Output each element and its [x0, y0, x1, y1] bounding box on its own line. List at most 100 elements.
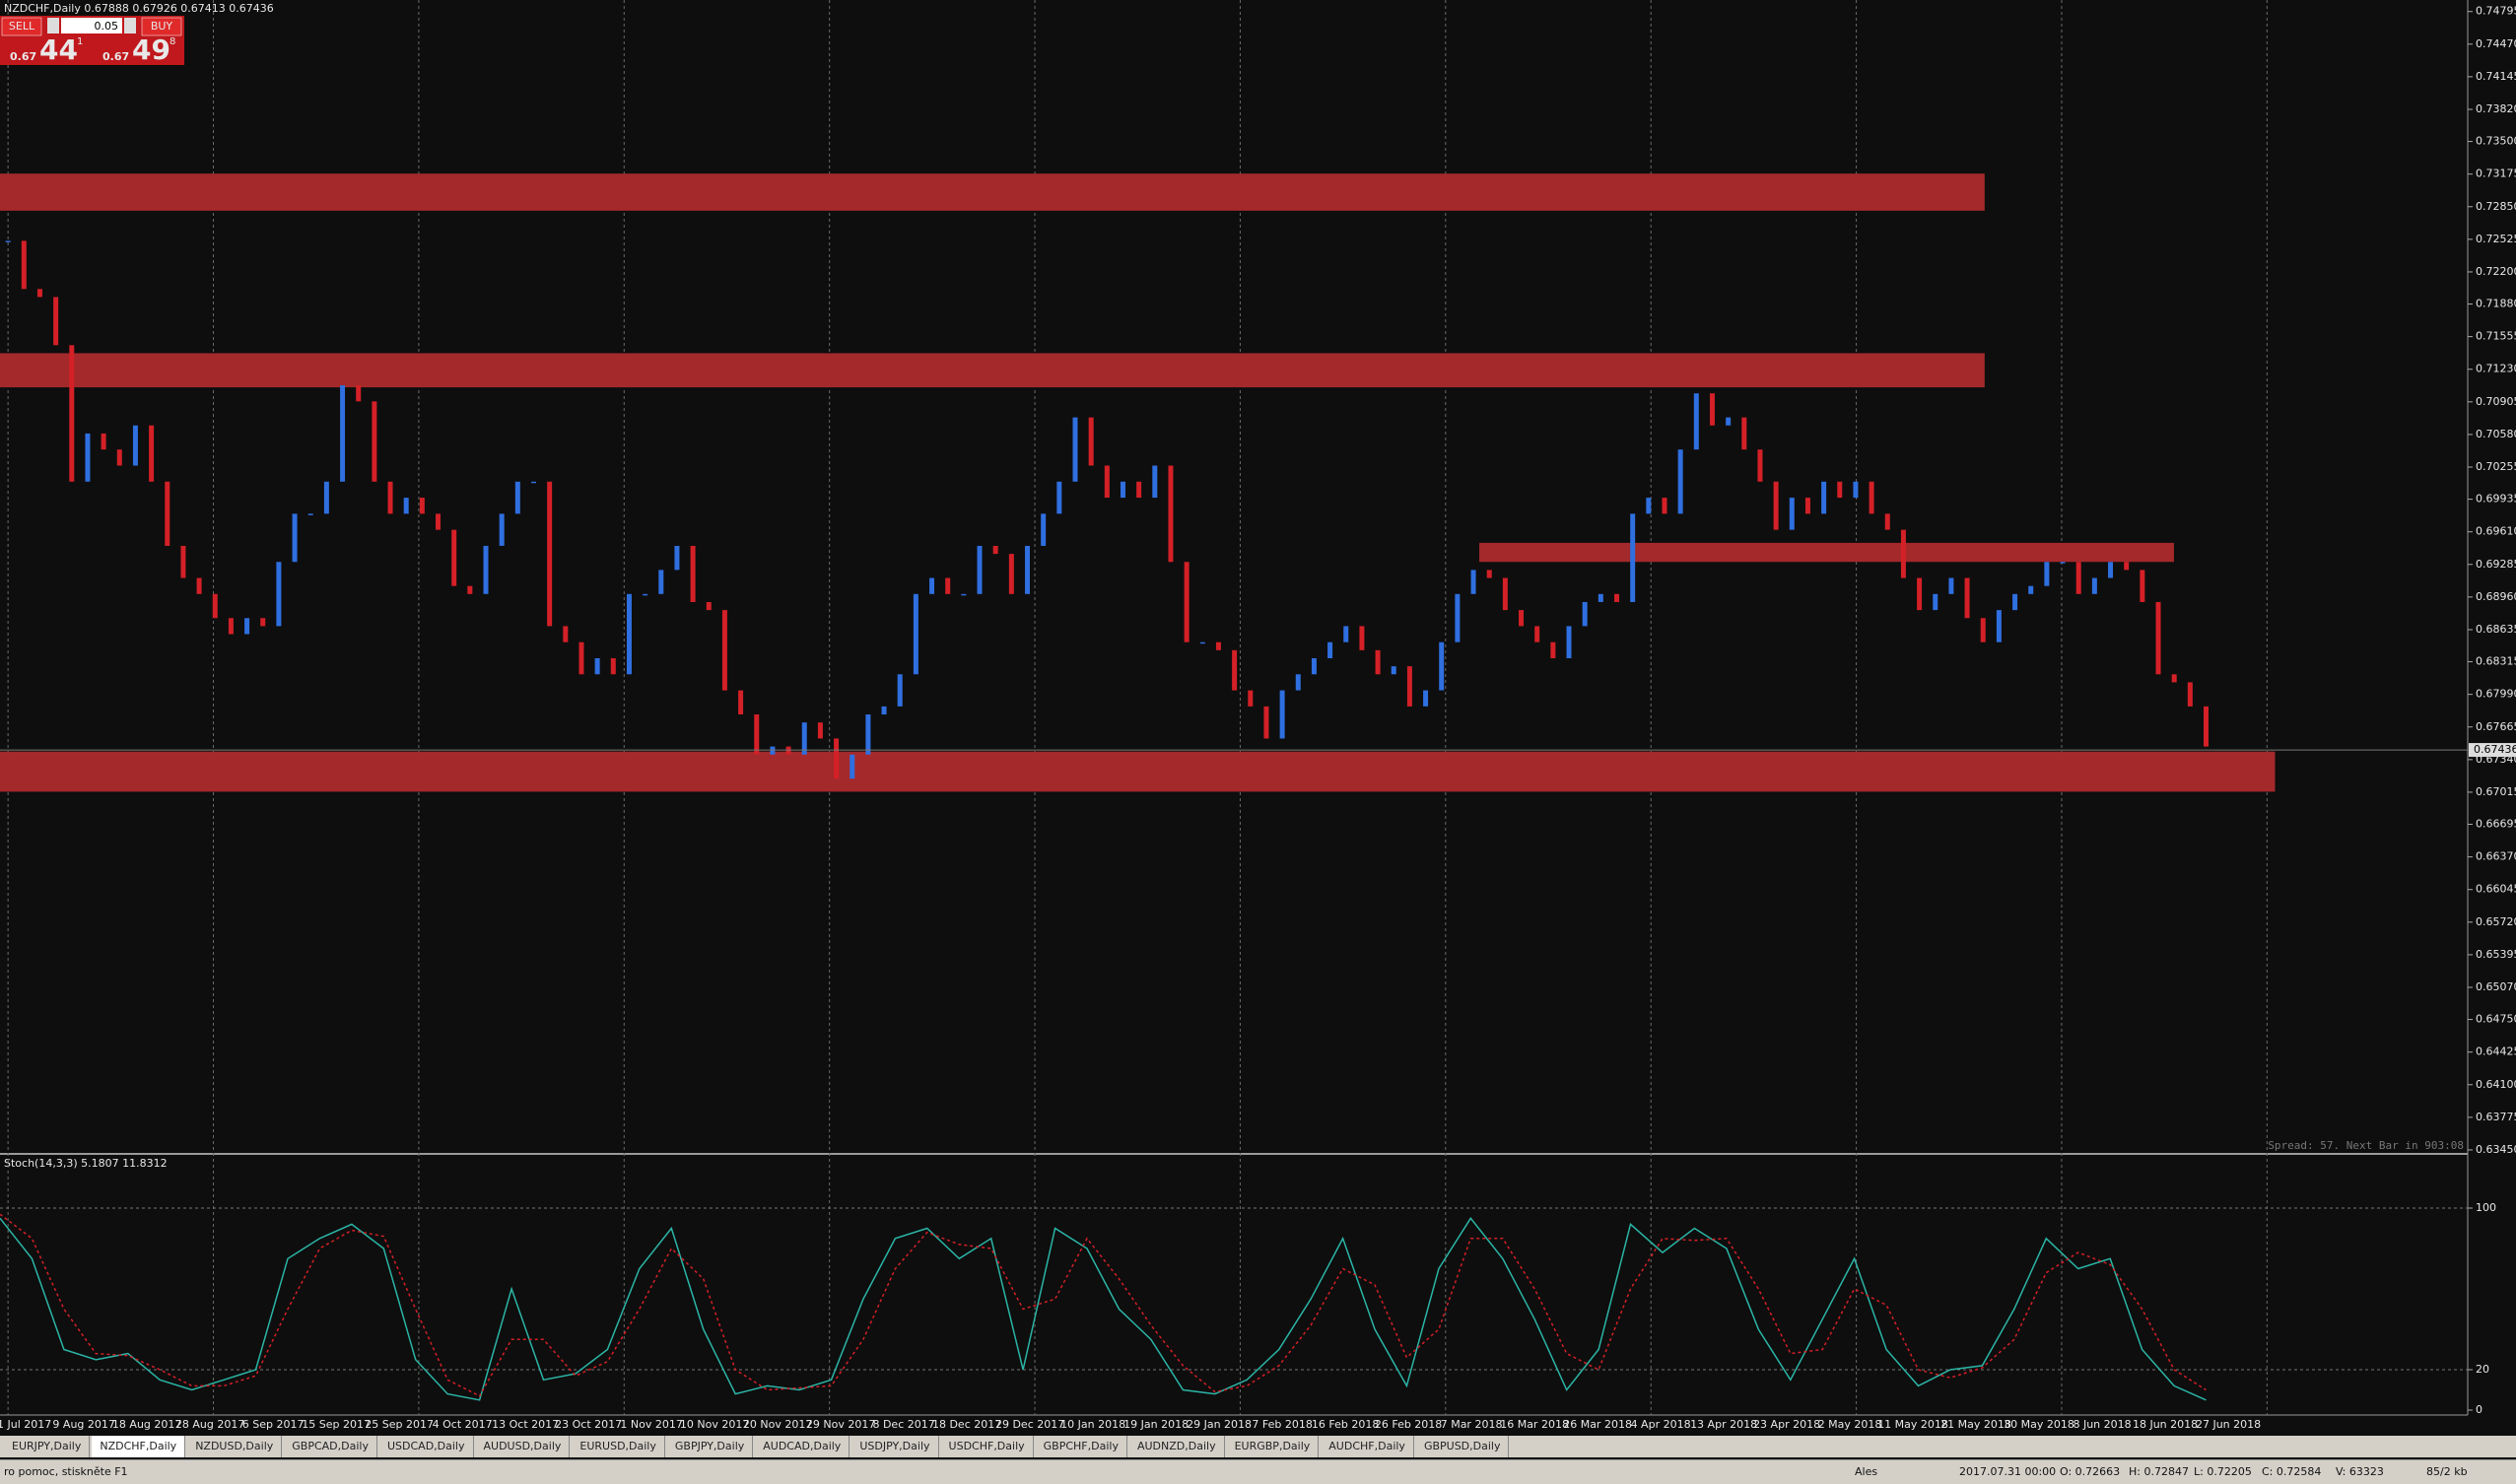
chart-tab[interactable]: GBPUSD,Daily: [1416, 1436, 1510, 1457]
candle: [578, 641, 584, 675]
candle: [913, 593, 918, 675]
candle: [2028, 585, 2034, 594]
chart-tab[interactable]: NZDCHF,Daily: [92, 1436, 186, 1457]
candle: [1041, 513, 1047, 546]
candle: [801, 722, 807, 755]
candle: [356, 385, 362, 402]
y-tick-label: 100: [2476, 1201, 2496, 1214]
chart-tab[interactable]: EURGBP,Daily: [1227, 1436, 1320, 1457]
candle: [1980, 618, 1986, 642]
candle: [69, 345, 75, 482]
x-tick-label: 26 Mar 2018: [1563, 1418, 1632, 1431]
candle: [1088, 417, 1094, 466]
candle: [1693, 393, 1699, 450]
candle: [1470, 570, 1476, 594]
chart-tab[interactable]: USDJPY,Daily: [851, 1436, 939, 1457]
x-tick-label: 13 Oct 2017: [492, 1418, 559, 1431]
y-tick-label: 0.69285: [2476, 558, 2516, 571]
candle: [499, 513, 505, 546]
candle: [514, 481, 520, 514]
status-bar: ro pomoc, stiskněte F1 Ales 2017.07.31 0…: [0, 1459, 2516, 1484]
lot-up[interactable]: [124, 18, 136, 34]
candle: [1406, 666, 1412, 707]
buy-button[interactable]: [141, 17, 182, 36]
chart-tab[interactable]: GBPCAD,Daily: [284, 1436, 377, 1457]
candle: [929, 577, 935, 594]
candle: [1232, 649, 1238, 691]
candle: [1184, 562, 1190, 642]
candle: [387, 481, 393, 514]
x-tick-label: 29 Dec 2017: [995, 1418, 1064, 1431]
y-tick-label: 0: [2476, 1403, 2482, 1416]
chart-tab[interactable]: AUDCHF,Daily: [1321, 1436, 1414, 1457]
candle: [1199, 641, 1205, 644]
buy-label[interactable]: BUY: [151, 20, 173, 33]
x-tick-label: 23 Apr 2018: [1753, 1418, 1820, 1431]
candle: [451, 529, 457, 586]
y-tick-label: 0.73175: [2476, 168, 2516, 180]
lot-down[interactable]: [47, 18, 59, 34]
status-open: O: 0.72663: [2060, 1465, 2121, 1478]
candle: [1662, 498, 1667, 514]
candle: [419, 498, 425, 514]
x-tick-label: 6 Sep 2017: [242, 1418, 305, 1431]
candle: [1534, 626, 1540, 642]
chart-tab[interactable]: GBPCHF,Daily: [1036, 1436, 1127, 1457]
chart-tab[interactable]: NZDUSD,Daily: [187, 1436, 283, 1457]
candle: [610, 658, 616, 675]
y-tick-label: 0.74795: [2476, 5, 2516, 18]
candle: [2124, 562, 2130, 571]
x-tick-label: 16 Feb 2018: [1312, 1418, 1379, 1431]
candle: [1741, 417, 1747, 450]
candle: [1120, 481, 1125, 499]
candle: [1056, 481, 1062, 514]
current-price-label: 0.67436: [2474, 743, 2516, 756]
current-price-box: [2469, 743, 2516, 758]
candle: [2171, 674, 2177, 683]
x-tick-label: 23 Oct 2017: [555, 1418, 622, 1431]
candle: [738, 690, 744, 715]
chart-tab[interactable]: GBPJPY,Daily: [667, 1436, 754, 1457]
y-tick-label: 0.65395: [2476, 948, 2516, 961]
chart-tab[interactable]: AUDCAD,Daily: [755, 1436, 850, 1457]
candle: [483, 545, 489, 594]
buy-price-prefix: 0.67: [102, 50, 129, 63]
chart-tab[interactable]: EURJPY,Daily: [4, 1436, 91, 1457]
candle: [626, 593, 632, 675]
chart-tab[interactable]: EURUSD,Daily: [572, 1436, 665, 1457]
candle: [1486, 570, 1492, 578]
candle: [180, 545, 186, 578]
lot-input[interactable]: [61, 18, 122, 34]
zone: [0, 353, 1985, 388]
y-tick-label: 0.67015: [2476, 785, 2516, 798]
candle: [834, 738, 840, 779]
y-tick-label: 0.72525: [2476, 233, 2516, 245]
x-tick-label: 10 Jan 2018: [1060, 1418, 1125, 1431]
lot-value[interactable]: 0.05: [95, 20, 119, 33]
candle: [643, 593, 648, 596]
candle: [1869, 481, 1874, 514]
candle: [132, 425, 138, 466]
x-tick-label: 31 Jul 2017: [0, 1418, 51, 1431]
chart-tab[interactable]: AUDNZD,Daily: [1129, 1436, 1225, 1457]
sell-button[interactable]: [1, 17, 42, 36]
sell-label[interactable]: SELL: [9, 20, 35, 33]
candle: [1614, 593, 1620, 602]
y-tick-label: 0.74145: [2476, 70, 2516, 83]
y-tick-label: 0.72200: [2476, 265, 2516, 278]
candle: [658, 570, 664, 594]
candle: [1933, 593, 1938, 611]
candle: [1295, 674, 1301, 691]
chart-tab[interactable]: USDCAD,Daily: [379, 1436, 474, 1457]
y-tick-label: 0.64425: [2476, 1046, 2516, 1058]
candle: [2075, 562, 2081, 594]
x-tick-label: 30 May 2018: [2004, 1418, 2074, 1431]
chart-tab[interactable]: AUDUSD,Daily: [476, 1436, 571, 1457]
sell-price-sup: 1: [77, 36, 83, 47]
chart-tab[interactable]: USDCHF,Daily: [941, 1436, 1034, 1457]
candle: [690, 545, 696, 602]
candle: [1072, 417, 1078, 482]
candle: [260, 618, 266, 627]
candle: [1359, 626, 1365, 650]
y-tick-label: 0.68635: [2476, 623, 2516, 636]
